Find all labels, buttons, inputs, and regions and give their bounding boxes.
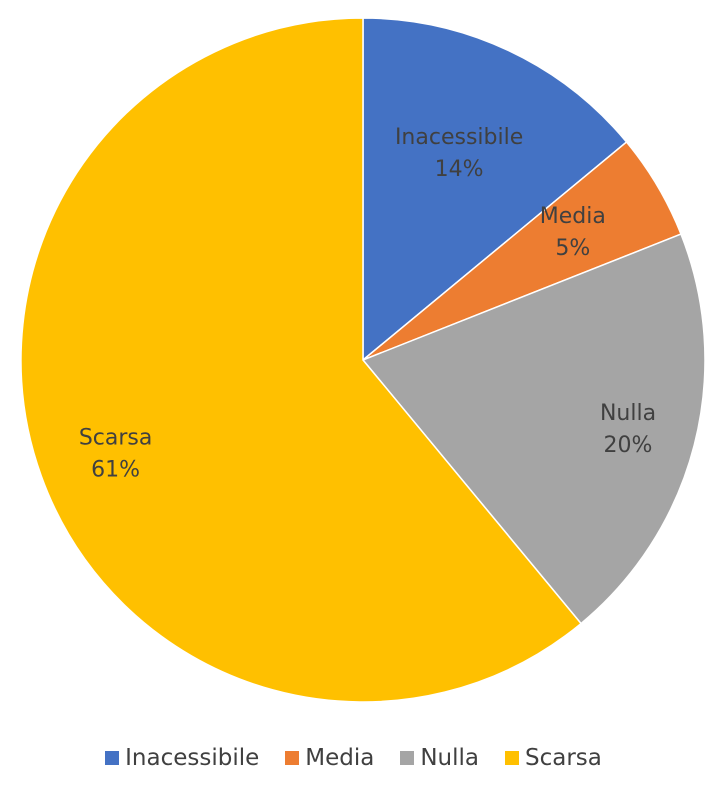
legend-label: Scarsa [525,745,602,771]
legend-swatch [400,751,415,765]
data-label-percent-inacessibile: 14% [435,157,484,182]
legend-item-nulla: Nulla [400,745,479,771]
pie-slices [20,17,706,703]
data-label-category-nulla: Nulla [600,401,656,426]
pie-slice-scarsa [20,17,583,703]
legend-label: Nulla [420,745,480,771]
data-label-category-inacessibile: Inacessibile [395,125,523,150]
chart-legend: Inacessibile Media Nulla Scarsa [0,738,707,778]
legend-swatch [105,751,120,765]
legend-item-inacessibile: Inacessibile [105,745,259,771]
legend-item-media: Media [285,745,374,771]
data-label-percent-scarsa: 61% [91,458,140,483]
legend-swatch [505,751,520,765]
legend-swatch [285,751,300,765]
pie-data-labels: Inacessibile 14% Media 5% Nulla 20% Scarsa 61% [79,125,656,483]
data-label-category-media: Media [540,204,606,229]
pie-slice-nulla [361,233,706,625]
legend-label: Media [305,745,375,771]
pie-slice-inacessibile [362,17,628,362]
pie-chart-svg: Inacessibile 14% Media 5% Nulla 20% Scarsa 61% [20,17,706,703]
data-label-category-scarsa: Scarsa [79,426,153,451]
legend-label: Inacessibile [125,745,260,771]
data-label-percent-media: 5% [555,236,590,261]
legend-item-scarsa: Scarsa [505,745,602,771]
data-label-percent-nulla: 20% [604,433,653,458]
